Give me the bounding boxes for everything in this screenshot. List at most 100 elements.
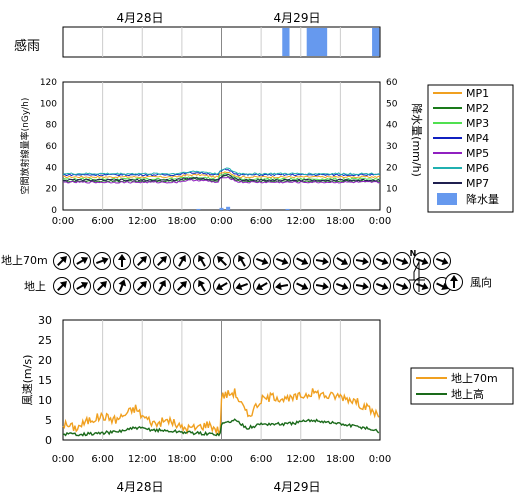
y2-tick-label: 50 — [386, 99, 398, 109]
wind-arrow-70m — [353, 252, 371, 270]
wind-arrow-head — [80, 282, 89, 289]
x-tick-label: 12:00 — [128, 216, 157, 227]
x-tick-label: 0:00 — [52, 454, 74, 465]
wind-arrow-70m — [53, 252, 71, 270]
wind-arrow-70m — [313, 252, 331, 270]
legend-label-mp5: MP5 — [466, 147, 489, 160]
wind-arrow-body — [217, 256, 227, 266]
wind-arrow-70m — [73, 252, 91, 270]
wind-arrow-body — [137, 281, 147, 291]
y-tick-label: 100 — [40, 99, 57, 109]
wind-arrow-head — [401, 257, 409, 266]
wind-arrow-ground — [273, 277, 291, 295]
wind-arrow-70m — [273, 252, 291, 270]
wind-arrow-ground — [413, 277, 431, 295]
wind-arrow-70m — [113, 252, 131, 270]
x-tick-label: 0:00 — [369, 454, 391, 465]
wind-arrow-head — [59, 281, 67, 289]
wind-arrow-body — [355, 282, 369, 291]
series-line-mp7 — [62, 173, 381, 182]
wind-arrow-body — [118, 254, 126, 267]
wind-arrow-ground — [113, 277, 131, 295]
x-tick-label: 6:00 — [250, 216, 272, 227]
y-tick-label: 20 — [46, 185, 58, 195]
legend-label-mp4: MP4 — [466, 132, 489, 145]
wind-arrow-head — [235, 282, 243, 291]
wind-row1-label: 地上70m — [1, 254, 48, 267]
wind-arrow-head — [261, 257, 269, 266]
wind-arrow-body — [235, 282, 248, 291]
wind-arrow-body — [355, 257, 369, 266]
wind-arrow-70m — [233, 252, 251, 270]
wind-arrow-body — [315, 257, 329, 266]
wind-arrow-body — [275, 282, 289, 291]
legend-label-mp3: MP3 — [466, 117, 489, 130]
wind-arrow-head — [281, 257, 289, 266]
x-tick-label: 0:00 — [210, 216, 232, 227]
wind-arrow-head — [198, 279, 205, 288]
rain-sense-mark — [282, 28, 290, 56]
wind-arrow-body — [416, 257, 429, 266]
y-tick-label: 120 — [40, 78, 57, 88]
y2-tick-label: 60 — [386, 78, 398, 88]
precip-bar — [226, 206, 231, 210]
wind-arrow-body — [450, 275, 458, 288]
y-tick-label: 0 — [45, 434, 52, 447]
y2-tick-label: 40 — [386, 121, 398, 131]
wind-legend-arrow — [445, 273, 463, 291]
wind-arrow-head — [101, 256, 109, 265]
wind-arrow-head — [80, 257, 89, 264]
precip-bar — [285, 208, 290, 210]
y-tick-label: 30 — [38, 314, 52, 327]
wind-arrow-body — [376, 257, 389, 266]
date-label-day2-bottom: 4月29日 — [274, 480, 321, 494]
wind-arrow-ground — [213, 277, 231, 295]
wind-arrow-body — [296, 257, 309, 266]
wind-arrow-ground — [73, 277, 91, 295]
wind-arrow-head — [215, 283, 224, 290]
wind-arrow-ground — [153, 277, 171, 295]
wind-arrow-head — [301, 282, 309, 291]
wind-arrow-body — [57, 256, 67, 266]
date-label-day2-top: 4月29日 — [274, 11, 321, 25]
wind-legend-label-1: 地上高 — [451, 387, 484, 401]
y-tick-label: 5 — [45, 414, 52, 427]
wind-arrow-body — [255, 282, 268, 290]
wind-arrow-body — [238, 254, 246, 267]
y2-tick-label: 20 — [386, 163, 398, 173]
x-tick-label: 0:00 — [52, 216, 74, 227]
wind-arrow-body — [396, 257, 409, 266]
wind-arrow-head — [217, 256, 225, 264]
wind-arrow-70m — [173, 252, 191, 270]
wind-arrow-body — [158, 279, 166, 292]
wind-arrow-ground — [333, 277, 351, 295]
wind-arrow-ground — [133, 277, 151, 295]
wind-arrow-head — [322, 257, 329, 266]
wind-arrow-70m — [93, 252, 111, 270]
x-tick-label: 18:00 — [167, 454, 196, 465]
wind-arrow-head — [198, 254, 205, 263]
wind-arrow-head — [179, 254, 186, 263]
wind-arrow-head — [441, 282, 449, 291]
rain-sense-mark — [372, 28, 380, 56]
wind-arrow-body — [376, 282, 389, 291]
wind-arrow-head — [139, 281, 147, 289]
wind-arrow-head — [441, 257, 449, 266]
wind-arrow-head — [118, 254, 126, 260]
wind-arrow-head — [179, 281, 187, 289]
wind-arrow-70m — [293, 252, 311, 270]
rain-sense-mark — [306, 28, 328, 56]
series-line-mp4 — [62, 168, 380, 177]
precip-y-axis-label: 降水量(mm/h) — [410, 103, 424, 177]
wind-arrow-ground — [373, 277, 391, 295]
wind-speed-legend-box — [410, 367, 514, 405]
wind-arrow-body — [396, 282, 409, 291]
wind-arrow-ground — [353, 277, 371, 295]
wind-arrow-ground — [53, 277, 71, 295]
y-tick-label: 15 — [38, 374, 52, 387]
wind-arrow-head — [450, 275, 458, 281]
wind-arrow-head — [159, 279, 166, 288]
wind-row2-label: 地上 — [24, 280, 46, 293]
wind-arrow-70m — [153, 252, 171, 270]
wind-arrow-head — [362, 257, 369, 266]
